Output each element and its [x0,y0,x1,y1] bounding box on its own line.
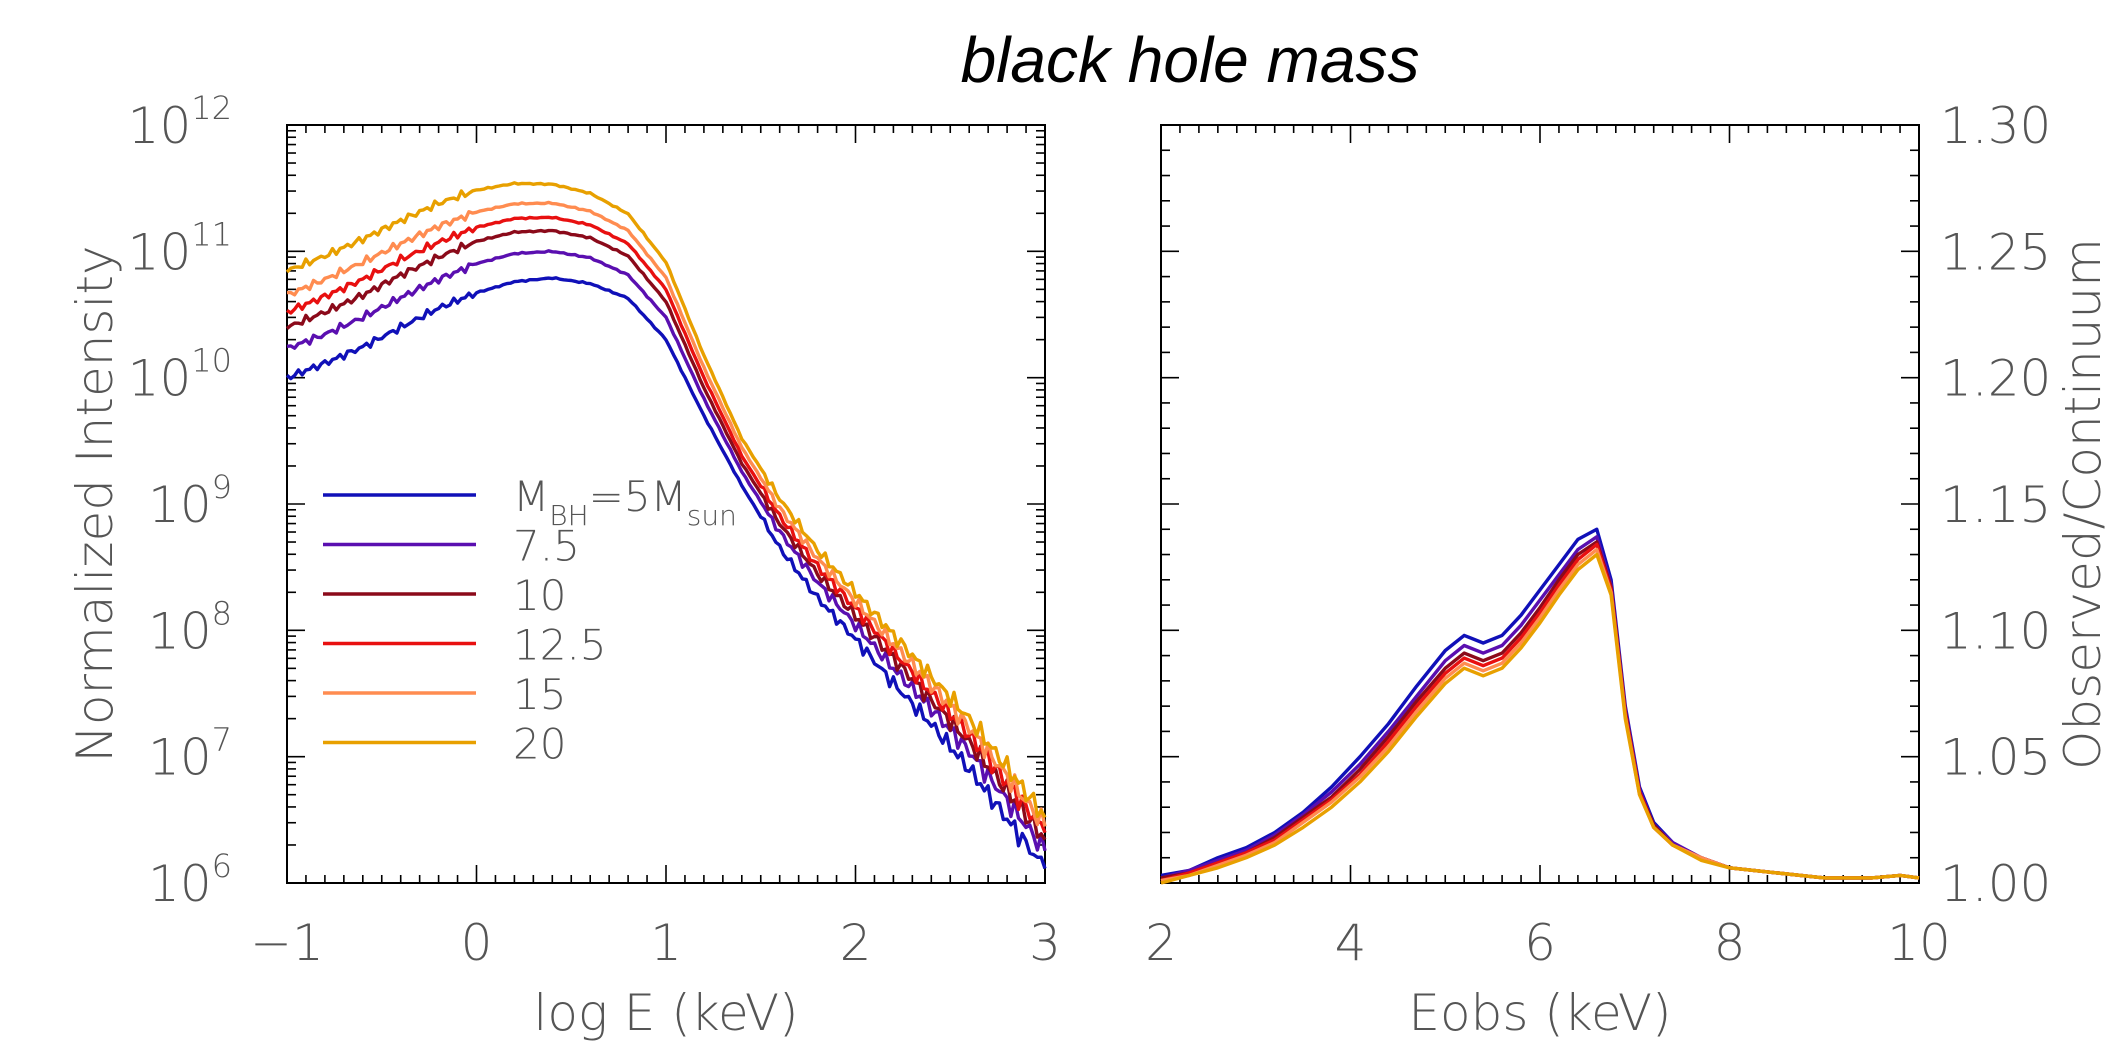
left-x-tick-label: 0 [461,914,493,972]
chart-title: black hole mass [961,24,1420,96]
right-panel: 2 4 6 8 10 1.00 1.05 1.10 1.15 1.20 1.25 1.30 Eobs… [1145,97,2112,1042]
right-y-tick-label: 1.20 [1940,350,2051,408]
right-series-line [1160,552,1920,885]
left-y-tick-label: 1011 [128,215,232,281]
left-y-tick-label: 107 [148,721,232,787]
right-y-tick-label: 1.30 [1940,97,2051,155]
legend-label: 10 [513,571,566,620]
right-y-tick-label: 1.25 [1940,223,2051,281]
left-series-line [285,276,1047,870]
left-x-axis-label: log E (keV) [533,984,798,1042]
left-panel: −1 0 1 2 3 106 107 108 109 1010 1011 1012 log E (k… [66,89,1061,1042]
left-x-tick-label: 2 [840,914,872,972]
legend-label: 12.5 [513,621,607,670]
right-y-tick-label: 1.05 [1940,729,2051,787]
left-series-group [285,181,1047,870]
legend-label: 7.5 [513,522,580,571]
left-y-tick-labels: 106 107 108 109 1010 1011 1012 [128,89,232,913]
right-x-tick-labels: 2 4 6 8 10 [1145,914,1951,972]
right-plot-frame [1160,124,1920,884]
left-y-axis-label: Normalized Intensity [66,245,124,762]
right-x-tick-label: 2 [1145,914,1177,972]
left-x-tick-label: 3 [1029,914,1061,972]
left-series-line [286,249,1047,852]
left-y-tick-label: 1012 [128,89,232,155]
left-y-tick-label: 108 [148,594,232,660]
legend-label: MBH=5Msun [513,472,737,532]
left-x-tick-labels: −1 0 1 2 3 [250,914,1061,972]
right-x-tick-label: 6 [1524,914,1556,972]
left-series-line [285,181,1047,819]
right-x-tick-label: 10 [1887,914,1951,972]
right-y-tick-label: 1.10 [1940,602,2051,660]
right-y-tick-label: 1.00 [1940,855,2051,913]
legend-label: 15 [513,670,566,719]
right-tick-marks [1160,124,1920,884]
left-series-line [286,215,1047,834]
right-series-line [1160,542,1920,883]
right-y-tick-labels: 1.00 1.05 1.10 1.15 1.20 1.25 1.30 [1940,97,2051,913]
right-y-axis-label: Observed/Continuum [2054,238,2112,770]
left-y-tick-label: 1010 [128,342,232,408]
right-series-line [1160,527,1920,880]
right-x-axis-label: Eobs (keV) [1408,984,1671,1042]
right-series-group [1160,527,1920,885]
right-x-tick-label: 4 [1335,914,1367,972]
right-y-tick-label: 1.15 [1940,476,2051,534]
left-series-line [287,200,1047,827]
left-x-tick-label: 1 [650,914,682,972]
left-tick-marks [286,124,1046,884]
left-y-tick-label: 109 [148,468,232,534]
legend-label: 20 [513,720,566,769]
right-x-tick-label: 8 [1714,914,1746,972]
left-y-tick-label: 106 [148,847,232,913]
left-series-line [285,228,1047,841]
left-x-tick-label: −1 [250,914,324,972]
